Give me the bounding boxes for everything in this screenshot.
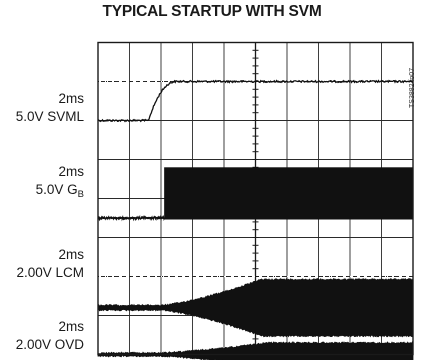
channel-3-label: 2ms 2.00V LCM	[0, 246, 84, 287]
channel-4-time-div: 2ms	[58, 319, 84, 334]
trace-ch2-pre	[97, 214, 165, 222]
chart-title: TYPICAL STARTUP WITH SVM	[102, 3, 322, 20]
trace-ch2-burst	[164, 167, 413, 220]
channel-2-time-div: 2ms	[58, 164, 84, 179]
scope-traces	[97, 79, 414, 360]
scope-frame	[97, 41, 414, 356]
channel-1-label: 2ms 5.0V SVML	[0, 90, 84, 131]
trace-ch3	[97, 277, 414, 338]
channel-4-scale-name: 2.00V OVD	[15, 337, 84, 352]
channel-2-label: 2ms 5.0V GB	[0, 163, 84, 204]
svg-text:TS3882 fo07: TS3882 fo07	[409, 68, 416, 108]
figure-id-text: TS3882 fo07	[409, 68, 416, 108]
channel-3-scale-name: 2.00V LCM	[16, 265, 84, 280]
channel-3-time-div: 2ms	[58, 247, 84, 262]
channel-1-scale-name: 5.0V SVML	[15, 109, 84, 124]
trace-ch1	[97, 79, 414, 123]
channel-1-time-div: 2ms	[58, 91, 84, 106]
channel-2-scale-name: 5.0V GB	[35, 182, 84, 200]
channel-4-label: 2ms 2.00V OVD	[0, 318, 84, 359]
trace-ch4	[97, 341, 414, 360]
